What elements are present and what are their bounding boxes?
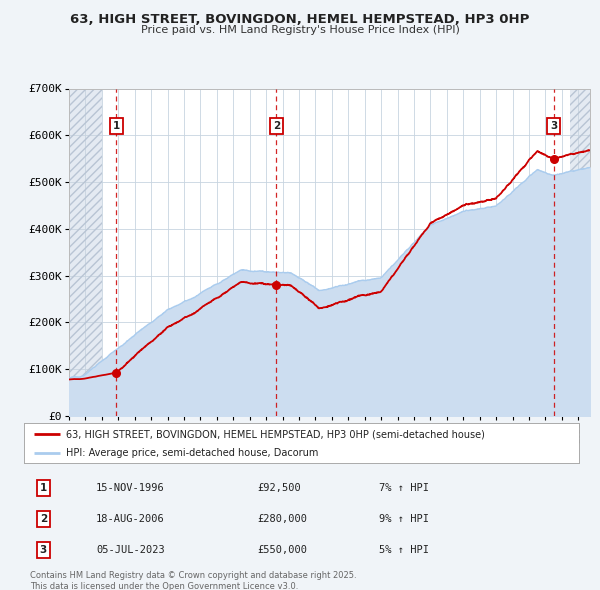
Text: 63, HIGH STREET, BOVINGDON, HEMEL HEMPSTEAD, HP3 0HP (semi-detached house): 63, HIGH STREET, BOVINGDON, HEMEL HEMPST…: [65, 430, 485, 440]
Text: Contains HM Land Registry data © Crown copyright and database right 2025.
This d: Contains HM Land Registry data © Crown c…: [30, 571, 356, 590]
Text: £92,500: £92,500: [257, 483, 301, 493]
Bar: [69, 88, 102, 416]
Bar: [570, 88, 590, 416]
Text: £550,000: £550,000: [257, 545, 307, 555]
Text: £280,000: £280,000: [257, 514, 307, 524]
Text: 5% ↑ HPI: 5% ↑ HPI: [379, 545, 429, 555]
Text: 3: 3: [40, 545, 47, 555]
Text: Price paid vs. HM Land Registry's House Price Index (HPI): Price paid vs. HM Land Registry's House …: [140, 25, 460, 35]
Text: 05-JUL-2023: 05-JUL-2023: [96, 545, 165, 555]
Text: 1: 1: [40, 483, 47, 493]
Text: 15-NOV-1996: 15-NOV-1996: [96, 483, 165, 493]
Bar: [69, 88, 102, 416]
Bar: [570, 88, 590, 416]
Text: 1: 1: [113, 121, 120, 131]
Text: 7% ↑ HPI: 7% ↑ HPI: [379, 483, 429, 493]
Text: 3: 3: [550, 121, 557, 131]
Text: HPI: Average price, semi-detached house, Dacorum: HPI: Average price, semi-detached house,…: [65, 448, 318, 458]
Text: 2: 2: [273, 121, 280, 131]
Text: 9% ↑ HPI: 9% ↑ HPI: [379, 514, 429, 524]
Text: 63, HIGH STREET, BOVINGDON, HEMEL HEMPSTEAD, HP3 0HP: 63, HIGH STREET, BOVINGDON, HEMEL HEMPST…: [70, 13, 530, 26]
Text: 2: 2: [40, 514, 47, 524]
Text: 18-AUG-2006: 18-AUG-2006: [96, 514, 165, 524]
